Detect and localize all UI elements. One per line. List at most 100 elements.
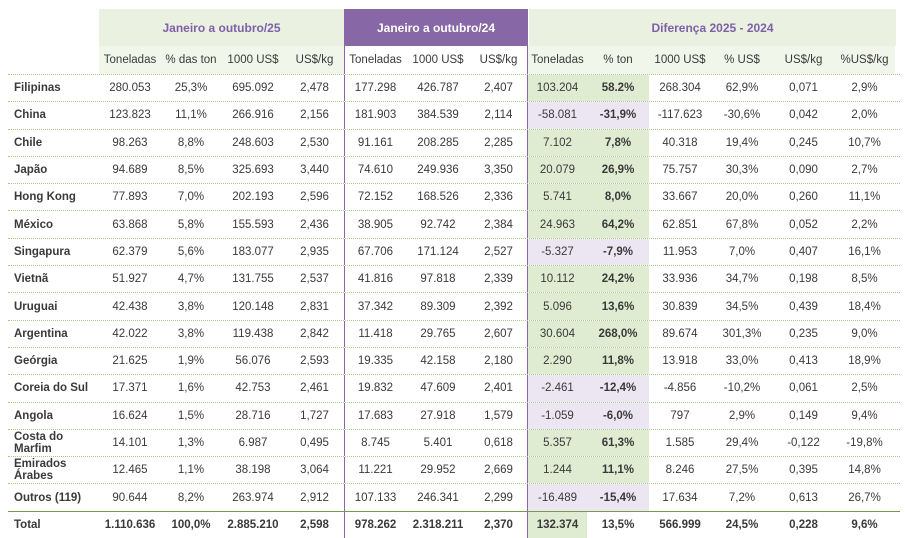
export-table: Janeiro a outubro/25 Janeiro a outubro/2… (8, 9, 900, 538)
value-cell: 1.110.636 (104, 518, 156, 531)
col-header: Toneladas (528, 46, 587, 74)
table-row: Japão 94.689 8,5% 325.693 3,440 74.610 249.936… (8, 155, 900, 184)
value-cell: 20.079 (528, 156, 587, 184)
value-cell: 2,607 (470, 320, 528, 347)
country-cell: Total (14, 518, 41, 531)
table-row: China 123.823 11,1% 266.916 2,156 181.903 384.… (8, 101, 900, 129)
table-row: Uruguai 42.438 3,8% 120.148 2,831 37.342 89.30… (8, 292, 900, 320)
value-cell: 5.357 (528, 429, 587, 457)
value-cell: -2.461 (528, 375, 587, 402)
value-cell: 246.341 (417, 491, 459, 504)
value-cell: 280.053 (109, 82, 151, 95)
col-header: US$/kg (773, 46, 834, 74)
value-cell: 384.539 (417, 109, 459, 122)
value-cell: 2,339 (470, 266, 528, 293)
value-cell: 72.152 (344, 184, 406, 211)
value-cell: 2.885.210 (227, 518, 279, 531)
country-cell: Chile (14, 136, 43, 149)
table-row: Hong Kong 77.893 7,0% 202.193 2,596 72.152 168… (8, 183, 900, 211)
value-cell: 2,392 (470, 293, 528, 320)
column-header-row: Toneladas % das ton 1000 US$ US$/kg Tone… (8, 46, 900, 74)
value-cell: 208.285 (417, 136, 459, 149)
value-cell: 2,593 (300, 355, 329, 368)
value-cell: 41.816 (344, 266, 406, 293)
value-cell: -10,2% (723, 382, 761, 395)
value-cell: 30,3% (725, 164, 759, 177)
value-cell: 47.609 (420, 382, 456, 395)
value-cell: 20,0% (725, 191, 759, 204)
table-row: Filipinas 280.053 25,3% 695.092 2,478 177.298… (8, 74, 900, 102)
value-cell: 27,5% (725, 464, 759, 477)
value-cell: 40.318 (662, 136, 698, 149)
value-cell: 123.823 (109, 109, 151, 122)
value-cell: 7,0% (177, 191, 205, 204)
value-cell: 18,9% (848, 355, 881, 368)
value-cell: 2,478 (300, 82, 329, 95)
value-cell: 426.787 (417, 82, 459, 95)
value-cell: 100,0% (171, 518, 211, 531)
value-cell: 3,8% (177, 300, 205, 313)
value-cell: 37.342 (344, 293, 406, 320)
value-cell: 0,439 (789, 300, 818, 313)
value-cell: 2,530 (300, 136, 329, 149)
value-cell: 183.077 (232, 245, 274, 258)
value-cell: 1.585 (665, 437, 695, 449)
value-cell: 0,071 (789, 82, 818, 95)
country-cell: Geórgia (14, 355, 58, 368)
value-cell: 249.936 (417, 164, 459, 177)
table-row: Chile 98.263 8,8% 248.603 2,530 91.161 208.285… (8, 128, 900, 156)
value-cell: 67.706 (344, 238, 406, 266)
value-cell: 6.987 (238, 437, 268, 449)
value-cell: 58.2% (587, 75, 649, 102)
value-cell: 11.953 (662, 245, 698, 258)
value-cell: 3,350 (470, 156, 528, 184)
table-row: Costa do Marfim 14.101 1,3% 6.987 0,495 8.745… (8, 428, 900, 457)
value-cell: 64,2% (587, 211, 649, 238)
col-header: % US$ (711, 46, 773, 74)
value-cell: 16,1% (848, 245, 881, 258)
value-cell: 5,6% (177, 245, 205, 258)
value-cell: 132.374 (528, 511, 587, 538)
value-cell: 98.263 (112, 136, 148, 149)
value-cell: 2,0% (851, 109, 878, 122)
value-cell: 25,3% (174, 82, 208, 95)
value-cell: 8,5% (177, 164, 205, 177)
value-cell: 77.893 (112, 191, 148, 204)
value-cell: 2,336 (470, 184, 528, 211)
value-cell: 1,6% (177, 382, 205, 395)
value-cell: 119.438 (232, 327, 274, 340)
table-row: Outros (119) 90.644 8,2% 263.974 2,912 107.13… (8, 483, 900, 511)
value-cell: 1,579 (470, 402, 528, 429)
table-row: México 63.868 5,8% 155.593 2,436 38.905 92.742… (8, 210, 900, 238)
value-cell: 27.918 (420, 409, 456, 422)
value-cell: 9,4% (851, 409, 878, 422)
value-cell: 181.903 (344, 102, 406, 129)
value-cell: 2,156 (300, 109, 329, 122)
value-cell: 0,149 (789, 409, 818, 422)
value-cell: 0,618 (470, 429, 528, 457)
value-cell: -12,4% (587, 375, 649, 402)
value-cell: 33.936 (662, 273, 698, 286)
value-cell: 7.102 (528, 129, 587, 156)
value-cell: 38.905 (344, 211, 406, 238)
value-cell: 42.022 (112, 327, 148, 340)
country-cell: Costa do Marfim (14, 431, 64, 455)
col-header: US$/kg (470, 46, 528, 74)
table-row: Emirados Árabes 12.465 1,1% 38.198 3,064 11.2… (8, 456, 900, 484)
value-cell: 2.290 (528, 347, 587, 375)
value-cell: 24,5% (725, 518, 759, 531)
value-cell: 2,114 (470, 102, 528, 129)
value-cell: 89.309 (420, 300, 456, 313)
blank-corner (8, 9, 99, 46)
value-cell: 13,5% (601, 518, 635, 531)
col-header: US$/kg (285, 46, 344, 74)
value-cell: -7,9% (587, 238, 649, 266)
value-cell: 75.757 (662, 164, 698, 177)
value-cell: 9,6% (851, 518, 878, 531)
value-cell: -30,6% (723, 109, 761, 122)
value-cell: 2,2% (851, 218, 878, 231)
col-header: Toneladas (344, 46, 406, 74)
value-cell: -0,122 (787, 437, 820, 449)
col-header: 1000 US$ (221, 46, 285, 74)
value-cell: 26,7% (848, 491, 881, 504)
